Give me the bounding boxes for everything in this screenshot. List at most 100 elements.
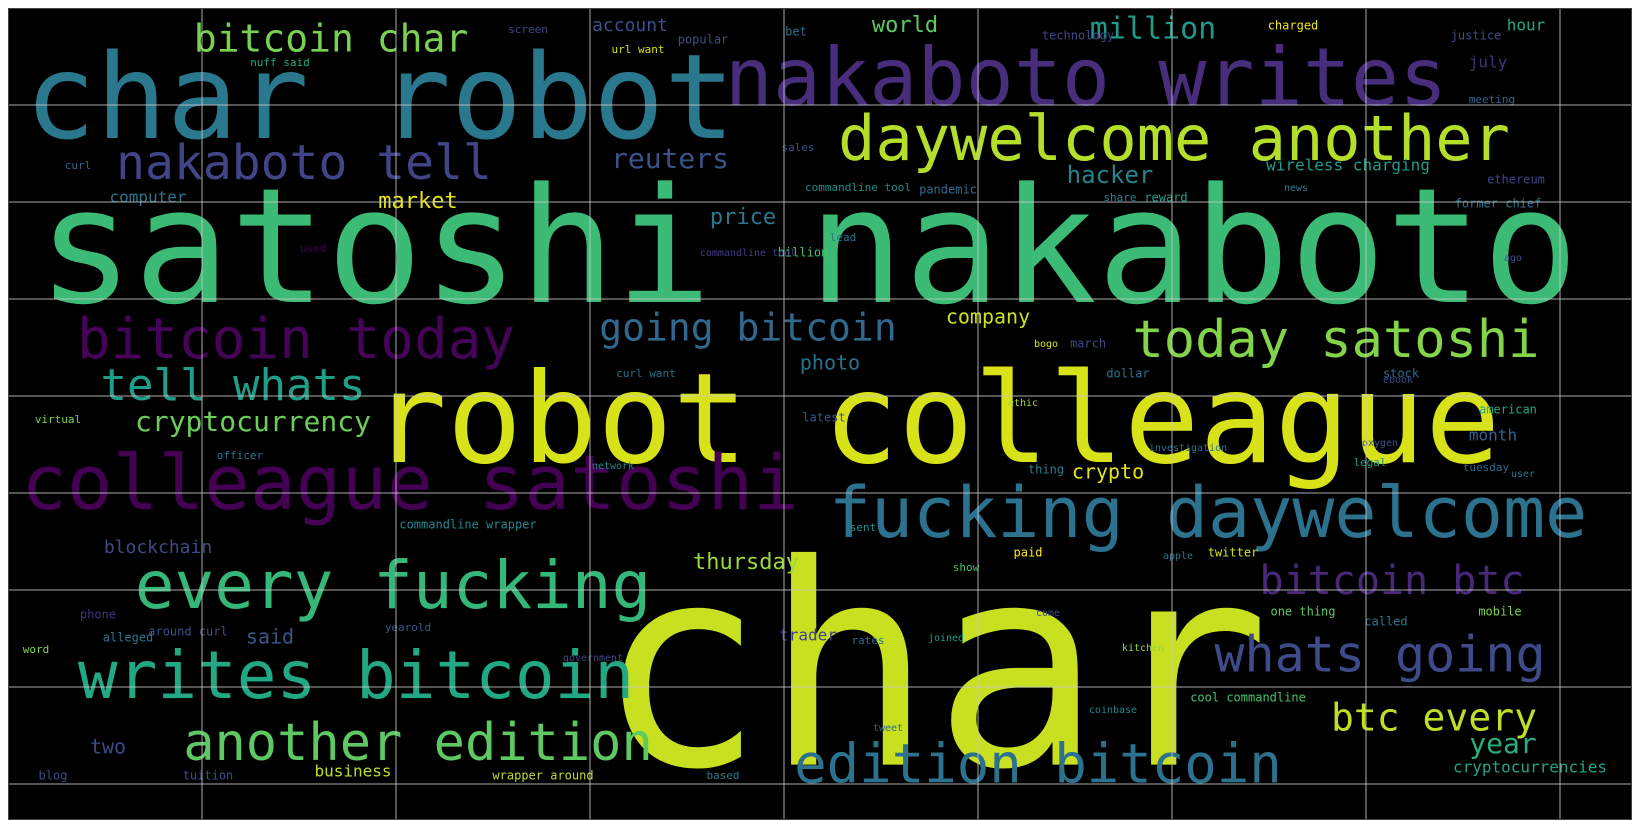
word: million bbox=[1090, 12, 1216, 47]
word: whats going bbox=[1214, 626, 1545, 684]
word: thing bbox=[1028, 463, 1064, 477]
word: paid bbox=[1014, 546, 1043, 560]
word: apple bbox=[1163, 551, 1193, 562]
word: reward bbox=[1144, 191, 1187, 205]
word: wrapper around bbox=[492, 769, 593, 783]
word: american bbox=[1479, 403, 1537, 417]
word: user bbox=[1511, 469, 1535, 480]
word: yearold bbox=[385, 621, 431, 634]
word: cool commandline bbox=[1190, 691, 1306, 705]
word: rates bbox=[851, 634, 884, 647]
word: pandemic bbox=[919, 183, 977, 197]
word: meeting bbox=[1469, 93, 1515, 106]
word: network bbox=[592, 461, 634, 472]
word: year bbox=[1469, 727, 1536, 760]
word: called bbox=[1364, 615, 1407, 629]
word: account bbox=[592, 15, 668, 36]
word: trader bbox=[779, 626, 837, 645]
word: based bbox=[706, 769, 739, 782]
word: char bbox=[596, 506, 1270, 820]
wordcloud-canvas: char satoshi nakaboto robot colleague ch… bbox=[8, 8, 1632, 820]
word: writes bitcoin bbox=[78, 637, 634, 714]
word: mobile bbox=[1478, 605, 1521, 619]
word: hacker bbox=[1067, 161, 1154, 189]
word: charged bbox=[1268, 19, 1319, 33]
word: cryptocurrency bbox=[135, 405, 371, 438]
word: ethic bbox=[1008, 398, 1038, 409]
word: word bbox=[23, 643, 50, 656]
word: btc every bbox=[1331, 696, 1537, 740]
word: ebook bbox=[1383, 375, 1413, 386]
word: tweet bbox=[873, 723, 903, 734]
word: two bbox=[90, 735, 126, 759]
word: phone bbox=[80, 608, 116, 622]
word: dollar bbox=[1106, 367, 1149, 381]
word: tuition bbox=[183, 769, 234, 783]
word: july bbox=[1469, 53, 1508, 72]
word: show bbox=[953, 561, 980, 574]
word: bitcoin btc bbox=[1260, 558, 1525, 604]
word: virtual bbox=[35, 413, 81, 426]
word: former chief bbox=[1455, 197, 1542, 211]
word: tuesday bbox=[1463, 461, 1510, 474]
word: wireless charging bbox=[1266, 156, 1430, 175]
word: coinbase bbox=[1089, 705, 1137, 716]
word: price bbox=[710, 205, 776, 230]
word: thursday bbox=[693, 550, 799, 575]
word: char robot bbox=[25, 28, 735, 166]
word: oxygen bbox=[1362, 438, 1398, 449]
word: news bbox=[1284, 183, 1308, 194]
word: sent bbox=[850, 521, 877, 534]
word: twitter bbox=[1208, 546, 1259, 560]
word: said bbox=[246, 625, 294, 649]
word: satoshi nakaboto bbox=[37, 153, 1578, 340]
word: colleague satoshi bbox=[21, 438, 799, 527]
word: come bbox=[1036, 608, 1060, 619]
word: justice bbox=[1451, 29, 1502, 43]
word: bitcoin char bbox=[194, 17, 469, 61]
word: crypto bbox=[1072, 460, 1144, 484]
word: screen bbox=[508, 23, 548, 36]
word: company bbox=[946, 305, 1030, 329]
word: commandline wrapper bbox=[399, 518, 536, 532]
word: technology bbox=[1042, 29, 1114, 43]
word: cryptocurrencies bbox=[1453, 758, 1607, 777]
word: investigation bbox=[1149, 443, 1227, 454]
word: blog bbox=[39, 769, 68, 783]
word: bogo bbox=[1034, 339, 1058, 350]
word: blockchain bbox=[104, 537, 212, 558]
word: lead bbox=[830, 231, 857, 244]
wordcloud-frame: char satoshi nakaboto robot colleague ch… bbox=[8, 8, 1632, 820]
word: kitchen bbox=[1122, 643, 1164, 654]
word: sales bbox=[781, 141, 814, 154]
word: fucking daywelcome bbox=[829, 472, 1588, 554]
word: nakaboto writes bbox=[725, 31, 1447, 124]
word: stock bbox=[1383, 367, 1420, 381]
word: used bbox=[300, 242, 327, 255]
word: world bbox=[872, 13, 938, 38]
word: share bbox=[1103, 191, 1136, 204]
word: ago bbox=[1504, 253, 1522, 264]
word: robot colleague bbox=[372, 347, 1501, 492]
word: commandline tool bbox=[700, 248, 796, 259]
word: march bbox=[1070, 337, 1106, 351]
word: popular bbox=[678, 33, 729, 47]
word: going bitcoin bbox=[599, 306, 896, 350]
word: daywelcome another bbox=[838, 102, 1510, 175]
word: ethereum bbox=[1487, 173, 1545, 187]
word: edition bitcoin bbox=[794, 733, 1282, 796]
word: every fucking bbox=[135, 547, 652, 624]
word: bitcoin today bbox=[77, 307, 515, 372]
word: curl bbox=[65, 159, 92, 172]
word: nuff said bbox=[250, 56, 310, 69]
word: month bbox=[1469, 426, 1517, 445]
word: hour bbox=[1507, 16, 1546, 35]
word: another edition bbox=[183, 713, 653, 773]
word: nakaboto tell bbox=[116, 135, 492, 191]
word: curl want bbox=[616, 367, 676, 380]
word: tell whats bbox=[101, 360, 366, 411]
word: joined bbox=[928, 633, 964, 644]
word: officer bbox=[217, 449, 264, 462]
word: government bbox=[563, 653, 623, 664]
word: bet bbox=[785, 25, 807, 39]
